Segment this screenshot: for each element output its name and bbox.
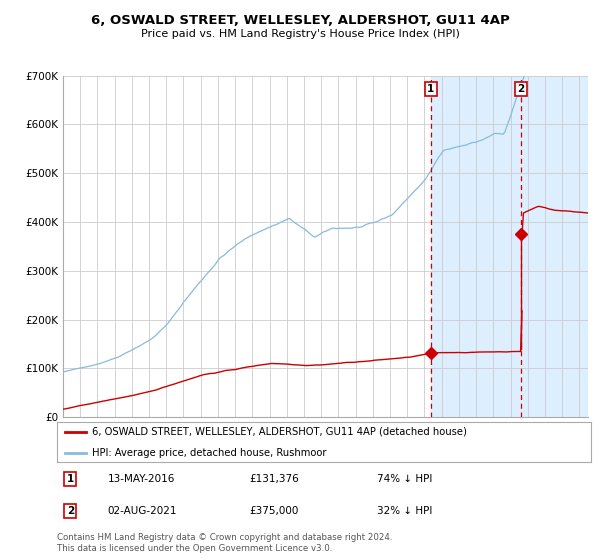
- Text: Contains HM Land Registry data © Crown copyright and database right 2024.
This d: Contains HM Land Registry data © Crown c…: [57, 533, 392, 553]
- Text: 32% ↓ HPI: 32% ↓ HPI: [377, 506, 433, 516]
- Text: 1: 1: [427, 84, 434, 94]
- Text: HPI: Average price, detached house, Rushmoor: HPI: Average price, detached house, Rush…: [92, 448, 326, 458]
- Text: Price paid vs. HM Land Registry's House Price Index (HPI): Price paid vs. HM Land Registry's House …: [140, 29, 460, 39]
- Text: 2: 2: [517, 84, 524, 94]
- Text: 1: 1: [67, 474, 74, 484]
- Text: 6, OSWALD STREET, WELLESLEY, ALDERSHOT, GU11 4AP: 6, OSWALD STREET, WELLESLEY, ALDERSHOT, …: [91, 14, 509, 27]
- Text: £131,376: £131,376: [249, 474, 299, 484]
- Text: 2: 2: [67, 506, 74, 516]
- Text: 13-MAY-2016: 13-MAY-2016: [108, 474, 175, 484]
- Text: 74% ↓ HPI: 74% ↓ HPI: [377, 474, 433, 484]
- Text: £375,000: £375,000: [249, 506, 299, 516]
- Text: 02-AUG-2021: 02-AUG-2021: [108, 506, 177, 516]
- Text: 6, OSWALD STREET, WELLESLEY, ALDERSHOT, GU11 4AP (detached house): 6, OSWALD STREET, WELLESLEY, ALDERSHOT, …: [92, 427, 467, 437]
- Bar: [431, 76, 600, 417]
